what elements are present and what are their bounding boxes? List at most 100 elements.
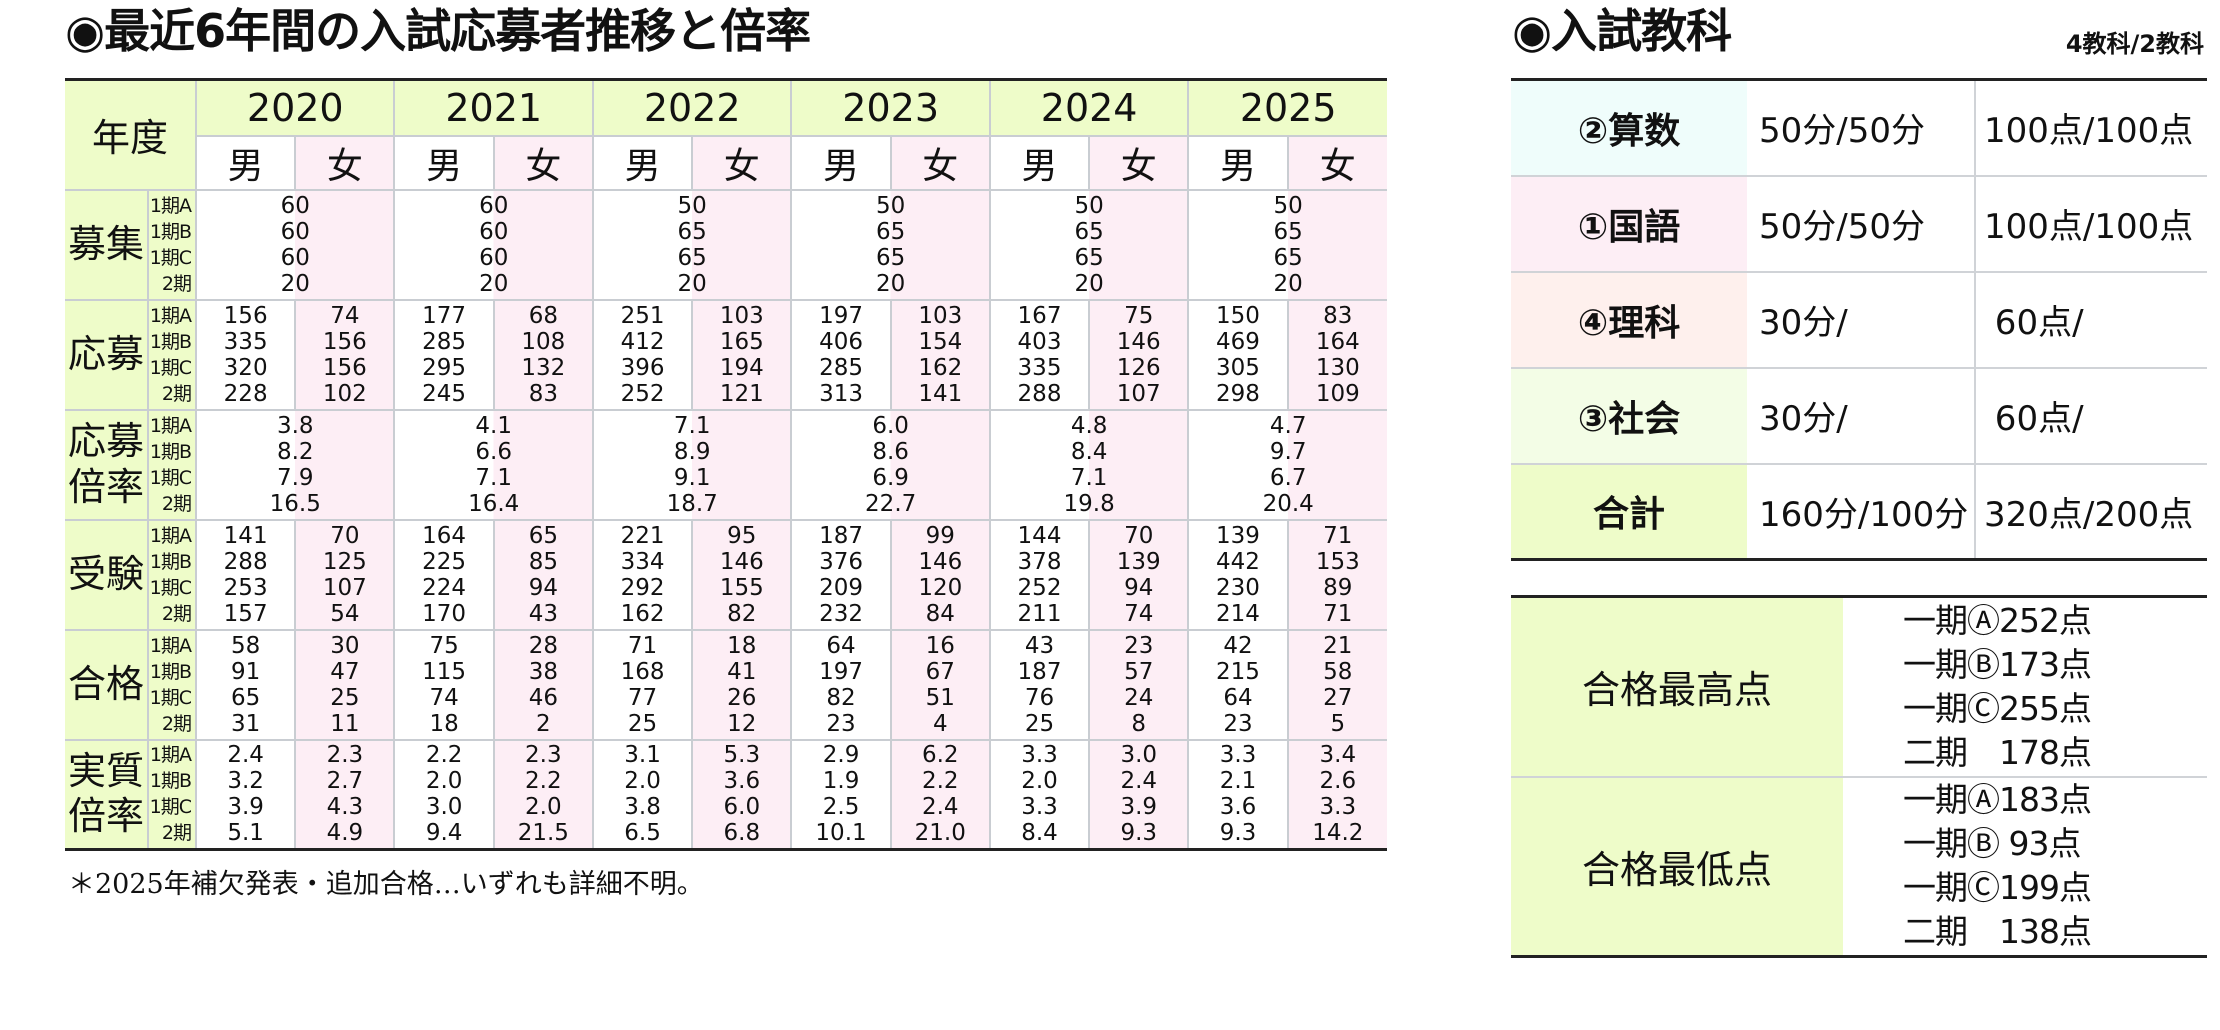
value: 146	[719, 548, 764, 575]
value: 215	[1216, 658, 1260, 685]
value: 132	[521, 354, 566, 381]
value: 75	[1124, 302, 1154, 329]
female-value-cell: 70 125 107 54	[294, 518, 396, 631]
exam-subjects-table: ②算数 50分/50分 100点/100点 ①国語 50分/50分 100点/100点 ④理…	[1511, 78, 2207, 561]
female-value-cell: 28 38 46 2	[492, 628, 594, 741]
subject-points: 100点/100点	[1975, 79, 2207, 177]
female-value-cell: 103 154 162 141	[889, 298, 991, 411]
value: 214	[1216, 600, 1260, 627]
value: 335	[223, 328, 268, 355]
value: 146	[918, 548, 963, 575]
value: 3.6	[723, 768, 761, 795]
value: 94	[1124, 574, 1154, 601]
male-value-cell: 71 168 77 25	[591, 628, 694, 741]
value-cell: 50 65 65 20	[790, 188, 991, 301]
value: 60	[479, 218, 509, 245]
value: 139	[1116, 548, 1161, 575]
value: 141	[223, 522, 268, 549]
value: 43	[1024, 632, 1055, 659]
male-value-cell: 139 442 230 214	[1187, 518, 1289, 631]
subject-name: ①国語	[1511, 175, 1747, 273]
value: 2	[536, 710, 551, 737]
value-cell: 60 60 60 20	[393, 188, 594, 301]
year-header: 2023	[790, 78, 991, 137]
value: 2.4	[921, 794, 959, 821]
value: 2.5	[822, 794, 860, 821]
value: 23	[1223, 710, 1253, 737]
value: 74	[330, 302, 360, 329]
value: 3.9	[227, 794, 264, 821]
value: 65	[1074, 244, 1104, 271]
male-value-cell: 221 334 292 162	[591, 518, 694, 631]
value: 18.7	[666, 490, 718, 517]
value: 77	[627, 684, 658, 711]
male-value-cell: 3.1 2.0 3.8 6.5	[591, 738, 694, 851]
value: 9.3	[1120, 820, 1158, 847]
value: 6.9	[872, 464, 909, 491]
value: 2.2	[921, 768, 959, 795]
value: 6.7	[1269, 464, 1307, 491]
female-value-cell: 30 47 25 11	[294, 628, 396, 741]
value: 162	[918, 354, 963, 381]
value: 442	[1216, 548, 1260, 575]
subject-name: ③社会	[1511, 367, 1747, 465]
value: 41	[727, 658, 757, 685]
value: 197	[819, 302, 863, 329]
male-value-cell: 150 469 305 298	[1187, 298, 1289, 411]
value: 43	[528, 600, 558, 627]
value: 141	[918, 380, 963, 407]
value: 153	[1315, 548, 1360, 575]
value: 146	[1116, 328, 1161, 355]
value: 65	[230, 684, 261, 711]
value: 60	[479, 192, 509, 219]
value: 313	[819, 380, 863, 407]
value: 83	[1323, 302, 1353, 329]
male-value-cell: 167 403 335 288	[988, 298, 1091, 411]
value: 2.4	[1120, 768, 1158, 795]
value: 121	[719, 380, 764, 407]
value: 194	[719, 354, 764, 381]
value: 156	[322, 354, 367, 381]
female-header: 女	[889, 134, 991, 191]
value: 28	[528, 632, 558, 659]
value: 64	[1223, 684, 1253, 711]
subject-name: ④理科	[1511, 271, 1747, 369]
value: 2.0	[1021, 768, 1058, 795]
history-title: ◉最近6年間の入試応募者推移と倍率	[65, 4, 811, 58]
value: 95	[727, 522, 757, 549]
value: 50	[677, 192, 707, 219]
value: 30	[330, 632, 360, 659]
value: 168	[620, 658, 665, 685]
male-header: 男	[591, 134, 694, 191]
value: 4.9	[326, 820, 364, 847]
score-label: 合格最低点	[1511, 776, 1843, 957]
period-labels: 1期A 1期B 1期C 2期	[146, 408, 198, 521]
subject-time: 30分/	[1747, 271, 1976, 369]
value: 120	[918, 574, 963, 601]
value: 253	[223, 574, 268, 601]
value: 26	[727, 684, 757, 711]
male-header: 男	[1187, 134, 1289, 191]
value: 3.0	[425, 794, 463, 821]
value: 65	[528, 522, 558, 549]
value: 154	[918, 328, 963, 355]
value: 71	[627, 632, 658, 659]
value: 9.4	[425, 820, 463, 847]
value: 5.3	[723, 742, 761, 769]
subject-time: 50分/50分	[1747, 175, 1976, 273]
male-header: 男	[196, 134, 297, 191]
score-row: 合格最高点 一期Ⓐ252点 一期Ⓑ173点 一期Ⓒ255点 二期 178点	[1511, 596, 2207, 778]
value: 3.4	[1319, 742, 1357, 769]
value: 225	[422, 548, 467, 575]
value: 58	[230, 632, 261, 659]
value: 16.4	[468, 490, 520, 517]
value: 2.2	[425, 742, 463, 769]
value: 57	[1124, 658, 1154, 685]
table-row: 実質 倍率 1期A 1期B 1期C 2期 2.4 3.2 3.9 5.1 2.3 2.7 4.3…	[65, 738, 1387, 851]
year-header: 2022	[591, 78, 793, 137]
year-header: 2024	[988, 78, 1190, 137]
value: 3.3	[1219, 742, 1257, 769]
female-value-cell: 71 153 89 71	[1286, 518, 1387, 631]
value-cell: 3.8 8.2 7.9 16.5	[195, 408, 396, 521]
value: 8.4	[1070, 438, 1108, 465]
